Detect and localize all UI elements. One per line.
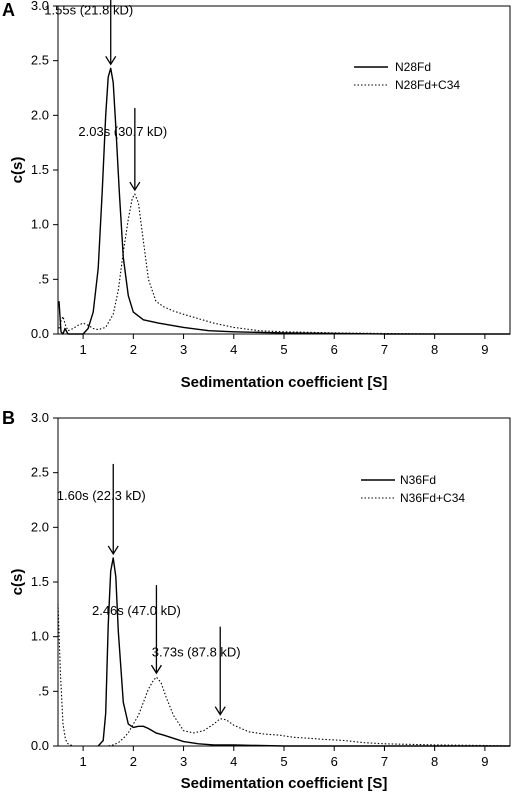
y-tick-label: .5 bbox=[38, 683, 49, 698]
legend-label: N36Fd+C34 bbox=[400, 491, 465, 505]
series-line-n36fd bbox=[97, 557, 510, 747]
annotation-arrow-head bbox=[107, 545, 119, 556]
annotation-arrow-head bbox=[129, 181, 141, 192]
x-tick-label: 5 bbox=[280, 342, 287, 357]
x-tick-label: 7 bbox=[381, 754, 388, 769]
x-tick-label: 9 bbox=[481, 754, 488, 769]
x-tick-label: 3 bbox=[180, 342, 187, 357]
y-tick-label: .5 bbox=[38, 271, 49, 286]
series-line-n36fd-c34 bbox=[57, 603, 511, 747]
legend-label: N28Fd bbox=[395, 60, 431, 74]
peak-annotation-label: 3.73s (87.8 kD) bbox=[152, 645, 241, 660]
x-tick-label: 6 bbox=[331, 342, 338, 357]
y-tick-label: 0.0 bbox=[31, 326, 49, 341]
series-line-n28fd-c34 bbox=[58, 193, 510, 335]
x-tick-label: 4 bbox=[230, 342, 237, 357]
panel-letter: B bbox=[2, 408, 15, 428]
y-tick-label: 1.0 bbox=[31, 217, 49, 232]
x-tick-label: 2 bbox=[130, 342, 137, 357]
x-tick-label: 2 bbox=[130, 754, 137, 769]
legend-label: N28Fd+C34 bbox=[395, 78, 460, 92]
x-axis-title: Sedimentation coefficient [S] bbox=[181, 775, 388, 792]
peak-annotation-label: 2.46s (47.0 kD) bbox=[92, 603, 181, 618]
x-tick-label: 6 bbox=[331, 754, 338, 769]
plot-frame bbox=[57, 417, 511, 747]
y-tick-label: 1.0 bbox=[31, 629, 49, 644]
peak-annotation-label: 1.55s (21.8 kD) bbox=[44, 2, 133, 17]
annotation-arrow-head bbox=[150, 664, 162, 675]
x-tick-label: 8 bbox=[431, 342, 438, 357]
y-tick-label: 0.0 bbox=[31, 738, 49, 753]
x-tick-label: 3 bbox=[180, 754, 187, 769]
x-tick-label: 5 bbox=[280, 754, 287, 769]
plot-frame bbox=[57, 5, 511, 335]
x-axis-title: Sedimentation coefficient [S] bbox=[181, 374, 388, 391]
x-tick-label: 1 bbox=[79, 342, 86, 357]
x-tick-label: 9 bbox=[481, 342, 488, 357]
panel-letter: A bbox=[2, 0, 15, 20]
legend-label: N36Fd bbox=[400, 473, 436, 487]
y-tick-label: 3.0 bbox=[31, 0, 49, 13]
y-tick-label: 2.0 bbox=[31, 519, 49, 534]
y-tick-label: 2.0 bbox=[31, 107, 49, 122]
y-tick-label: 3.0 bbox=[31, 410, 49, 425]
y-tick-label: 1.5 bbox=[31, 162, 49, 177]
x-tick-label: 7 bbox=[381, 342, 388, 357]
chart-panel-a: A 0.0 .5 1.0 1.5 2.0 2.5 3.0 1 2 3 4 5 6 7 8 9 Sedimentat… bbox=[2, 0, 511, 391]
x-tick-label: 4 bbox=[230, 754, 237, 769]
x-tick-label: 1 bbox=[79, 754, 86, 769]
annotation-arrow-head bbox=[105, 55, 117, 66]
y-tick-label: 2.5 bbox=[31, 53, 49, 68]
x-tick-label: 8 bbox=[431, 754, 438, 769]
peak-annotation-label: 2.03s (30.7 kD) bbox=[78, 124, 167, 139]
annotation-arrow-head bbox=[214, 706, 226, 716]
y-tick-label: 1.5 bbox=[31, 574, 49, 589]
chart-panel-b: B 0.0 .5 1.0 1.5 2.0 2.5 3.0 1 2 3 4 5 6 7 8 9 Sedimentat… bbox=[2, 408, 511, 792]
y-axis-title: c(s) bbox=[9, 569, 26, 596]
y-axis-title: c(s) bbox=[9, 157, 26, 184]
y-tick-label: 2.5 bbox=[31, 465, 49, 480]
peak-annotation-label: 1.60s (22.3 kD) bbox=[57, 488, 146, 503]
series-line-n28fd bbox=[58, 67, 510, 335]
